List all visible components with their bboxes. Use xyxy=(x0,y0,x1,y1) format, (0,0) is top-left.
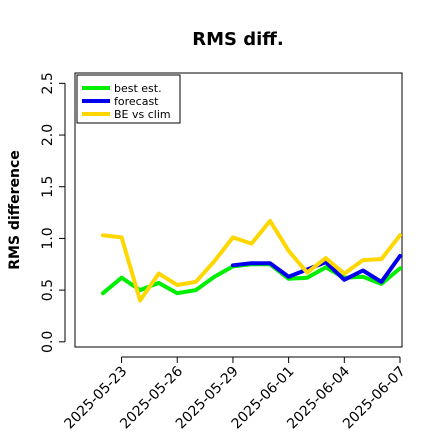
y-tick-label: 0.0 xyxy=(40,331,56,353)
y-axis-label: RMS difference xyxy=(7,150,23,270)
y-tick-label: 1.0 xyxy=(40,227,56,249)
legend-label: forecast xyxy=(114,95,159,108)
y-tick-label: 1.5 xyxy=(40,176,56,198)
x-axis: 2025-05-232025-05-262025-05-292025-06-01… xyxy=(62,356,409,432)
series-line-3 xyxy=(101,218,402,303)
plot-area-frame xyxy=(74,72,403,348)
legend-label: BE vs clim xyxy=(114,108,171,121)
y-tick-label: 0.5 xyxy=(40,279,56,301)
chart-title: RMS diff. xyxy=(192,29,283,50)
y-axis: 0.0 0.5 1.0 1.5 2.0 2.5 xyxy=(40,72,66,353)
legend-label: best est. xyxy=(114,82,162,95)
y-tick-label: 2.5 xyxy=(40,72,56,94)
y-tick-label: 2.0 xyxy=(40,124,56,146)
series-layer xyxy=(101,218,402,303)
